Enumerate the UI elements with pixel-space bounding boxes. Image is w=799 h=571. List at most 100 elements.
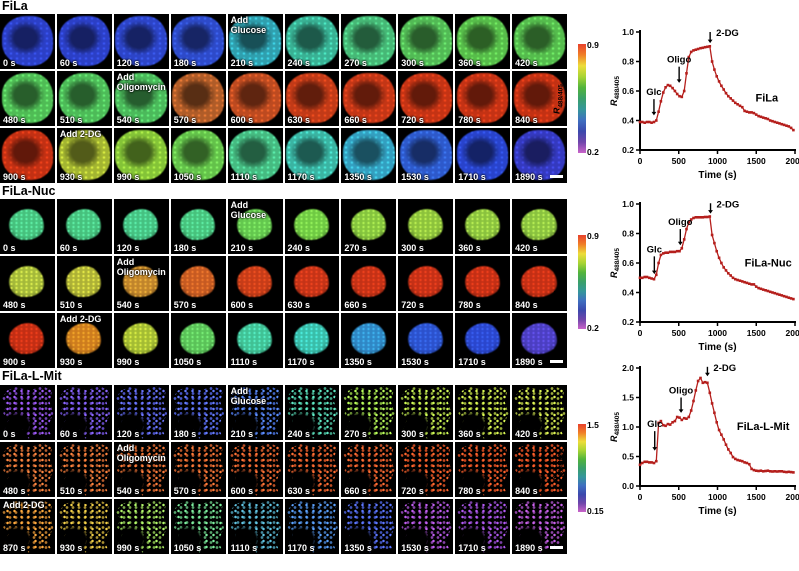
svg-text:FiLa-Nuc: FiLa-Nuc <box>745 258 792 270</box>
line-chart-fila-nuc: 0.2 0.4 0.6 0.8 1.0 0 500 1000 1500 2000 Time (s) R… <box>609 199 799 353</box>
svg-text:2-DG: 2-DG <box>713 363 736 374</box>
timestamp-label: 900 s <box>3 357 26 367</box>
microscopy-tile: 60 s <box>56 14 112 69</box>
microscopy-tile: 570 s <box>170 442 226 497</box>
timestamp-label: 0 s <box>3 429 16 439</box>
mito-image <box>172 386 224 439</box>
microscopy-tile: 1050 s <box>170 313 226 368</box>
nucleus-image <box>123 266 159 298</box>
mito-image <box>172 443 224 496</box>
treatment-annotation: Add Oligomycin <box>116 443 166 464</box>
nucleus-image <box>9 323 45 355</box>
microscopy-tile: 1710 s <box>455 499 511 554</box>
microscopy-tile: 570 s <box>170 71 226 126</box>
microscopy-tile: 1110 s <box>227 313 283 368</box>
treatment-annotation: Add Glucose <box>230 15 267 36</box>
mito-image <box>514 500 566 553</box>
cell-image <box>456 16 509 67</box>
microscopy-tile: 270 s <box>341 14 397 69</box>
microscopy-tile: 0 s <box>0 199 55 254</box>
svg-text:0.2: 0.2 <box>622 145 634 155</box>
timestamp-label: 270 s <box>344 243 367 253</box>
nucleus-image <box>293 266 329 298</box>
microscopy-tile: 360 s <box>455 14 511 69</box>
timestamp-label: 210 s <box>230 58 254 68</box>
svg-text:500: 500 <box>672 156 686 166</box>
timestamp-label: 930 s <box>59 357 83 367</box>
svg-text:0.4: 0.4 <box>622 116 634 126</box>
nucleus-image <box>521 323 557 355</box>
mito-image <box>59 386 111 439</box>
timestamp-label: 1350 s <box>344 543 372 553</box>
svg-text:0.6: 0.6 <box>622 258 634 268</box>
timestamp-label: 120 s <box>116 243 140 253</box>
timestamp-label: 60 s <box>59 243 78 253</box>
image-grid-fila-nuc: 0 s 60 s 120 s 180 s Add Glucose 210 s 240 s 27… <box>0 199 567 368</box>
cell-image <box>229 73 281 124</box>
svg-text:1.0: 1.0 <box>622 27 634 37</box>
scale-bar <box>550 175 563 178</box>
cell-image <box>399 73 452 124</box>
microscopy-tile: 240 s <box>284 14 340 69</box>
timestamp-label: 1530 s <box>401 357 429 367</box>
microscopy-tile: 300 s <box>398 199 454 254</box>
mito-image <box>457 386 509 439</box>
timestamp-label: 270 s <box>344 429 367 439</box>
microscopy-tile: 420 s <box>512 199 567 254</box>
microscopy-tile: 120 s <box>113 385 169 440</box>
timestamp-label: 1890 s <box>515 357 543 367</box>
microscopy-tile: 720 s <box>398 256 454 311</box>
panel-fila-l-mit: FiLa-L-Mit 0 s 60 s 120 s 180 s Add Glucose 2… <box>0 369 799 557</box>
svg-text:Glc: Glc <box>647 419 662 430</box>
timestamp-label: 120 s <box>116 429 140 439</box>
colorbar-axis-label: R488/405 <box>552 267 565 297</box>
timestamp-label: 510 s <box>59 115 83 125</box>
timestamp-label: 930 s <box>59 543 83 553</box>
nucleus-image <box>407 323 443 355</box>
microscopy-tile: 990 s <box>113 128 169 183</box>
timestamp-label: 0 s <box>3 58 16 68</box>
timestamp-label: 240 s <box>287 243 311 253</box>
microscopy-tile: 660 s <box>341 256 397 311</box>
svg-text:1.0: 1.0 <box>622 199 634 209</box>
svg-text:FiLa-L-Mit: FiLa-L-Mit <box>737 421 790 433</box>
timestamp-label: 300 s <box>401 58 424 68</box>
timestamp-label: 840 s <box>515 486 538 496</box>
timestamp-label: 420 s <box>515 429 538 439</box>
microscopy-tile: Add Glucose 210 s <box>227 199 283 254</box>
timestamp-label: 840 s <box>515 115 538 125</box>
colorbar-gradient <box>578 235 586 329</box>
svg-text:1.5: 1.5 <box>622 393 634 403</box>
treatment-annotation: Add 2-DG <box>59 314 102 324</box>
timestamp-label: 1050 s <box>173 172 202 182</box>
svg-text:0.0: 0.0 <box>622 481 634 491</box>
nucleus-image <box>293 209 329 241</box>
cell-image <box>513 16 566 67</box>
timestamp-label: 1710 s <box>458 543 486 553</box>
treatment-annotation: Add Glucose <box>230 386 267 407</box>
nucleus-image <box>9 209 45 241</box>
timestamp-label: 420 s <box>515 58 538 68</box>
mito-image <box>229 386 281 439</box>
cell-image <box>456 130 509 181</box>
microscopy-tile: Add 2-DG 870 s <box>0 499 55 554</box>
mito-image <box>59 443 111 496</box>
microscopy-tile: 510 s <box>56 442 112 497</box>
colorbar-axis-label: R488/405 <box>552 84 565 114</box>
timestamp-label: 240 s <box>287 58 311 68</box>
panel-fila-nuc: FiLa-Nuc 0 s 60 s 120 s 180 s Add Glucose 210… <box>0 184 799 368</box>
timestamp-label: 600 s <box>230 486 254 496</box>
timestamp-label: 570 s <box>173 486 197 496</box>
nucleus-image <box>66 266 102 298</box>
timestamp-label: 1710 s <box>458 172 486 182</box>
microscopy-tile: Add Oligomycin 540 s <box>113 71 169 126</box>
microscopy-tile: 420 s <box>512 14 567 69</box>
timestamp-label: 0 s <box>3 243 16 253</box>
svg-text:500: 500 <box>672 328 686 338</box>
microscopy-tile: 840 s <box>512 442 567 497</box>
microscopy-tile: 1350 s <box>341 128 397 183</box>
colorbar-fila: R488/405 0.9 0.2 <box>552 40 600 157</box>
panel-title-fila-nuc: FiLa-Nuc <box>2 184 56 198</box>
microscopy-tile: 510 s <box>56 71 112 126</box>
